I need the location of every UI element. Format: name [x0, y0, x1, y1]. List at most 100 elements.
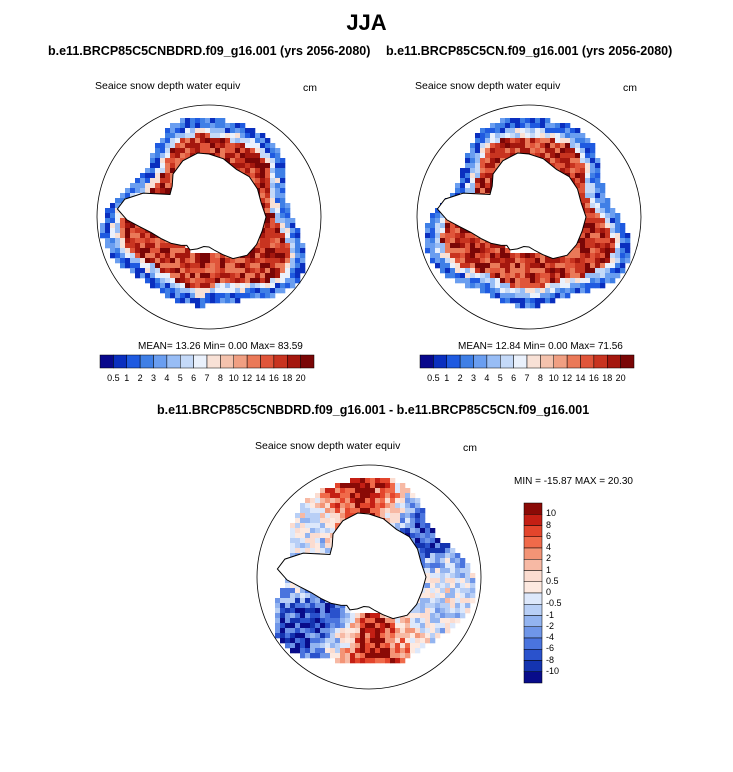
- sea-ice-cell: [280, 188, 286, 194]
- sea-ice-cell: [450, 593, 456, 599]
- sea-ice-cell: [445, 268, 451, 274]
- sea-ice-cell: [215, 293, 221, 299]
- sea-ice-cell: [420, 523, 426, 529]
- sea-ice-cell: [385, 513, 391, 519]
- sea-ice-cell: [240, 168, 246, 174]
- sea-ice-cell: [305, 628, 311, 634]
- sea-ice-cell: [300, 503, 306, 509]
- sea-ice-cell: [280, 278, 286, 284]
- sea-ice-cell: [565, 163, 571, 169]
- sea-ice-cell: [430, 248, 436, 254]
- sea-ice-cell: [195, 283, 201, 289]
- sea-ice-cell: [535, 288, 541, 294]
- sea-ice-cell: [435, 548, 441, 554]
- sea-ice-cell: [440, 223, 446, 229]
- sea-ice-cell: [145, 183, 151, 189]
- sea-ice-cell: [105, 233, 111, 239]
- colorbar-swatch: [553, 354, 568, 369]
- sea-ice-cell: [345, 608, 351, 614]
- sea-ice-cell: [580, 198, 586, 204]
- sea-ice-cell: [375, 628, 381, 634]
- sea-ice-cell: [220, 133, 226, 139]
- sea-ice-cell: [560, 283, 566, 289]
- sea-ice-cell: [350, 643, 356, 649]
- sea-ice-cell: [290, 638, 296, 644]
- sea-ice-cell: [530, 293, 536, 299]
- sea-ice-cell: [175, 253, 181, 259]
- sea-ice-cell: [590, 163, 596, 169]
- sea-ice-cell: [425, 563, 431, 569]
- sea-ice-cell: [265, 168, 271, 174]
- sea-ice-cell: [290, 263, 296, 269]
- sea-ice-cell: [615, 238, 621, 244]
- sea-ice-cell: [360, 503, 366, 509]
- sea-ice-cell: [285, 608, 291, 614]
- sea-ice-cell: [395, 518, 401, 524]
- sea-ice-cell: [620, 253, 626, 259]
- sea-ice-cell: [470, 233, 476, 239]
- sea-ice-cell: [190, 253, 196, 259]
- sea-ice-cell: [360, 613, 366, 619]
- sea-ice-cell: [225, 148, 231, 154]
- sea-ice-cell: [280, 233, 286, 239]
- sea-ice-cell: [260, 168, 266, 174]
- sea-ice-cell: [180, 293, 186, 299]
- sea-ice-cell: [355, 488, 361, 494]
- sea-ice-cell: [370, 653, 376, 659]
- sea-ice-cell: [295, 243, 301, 249]
- sea-ice-cell: [250, 288, 256, 294]
- sea-ice-cell: [450, 618, 456, 624]
- sea-ice-cell: [410, 498, 416, 504]
- sea-ice-cell: [225, 268, 231, 274]
- sea-ice-cell: [325, 493, 331, 499]
- sea-ice-cell: [170, 248, 176, 254]
- sea-ice-cell: [450, 228, 456, 234]
- sea-ice-cell: [330, 623, 336, 629]
- sea-ice-cell: [395, 623, 401, 629]
- sea-ice-cell: [305, 513, 311, 519]
- sea-ice-cell: [430, 633, 436, 639]
- sea-ice-cell: [345, 623, 351, 629]
- sea-ice-cell: [520, 123, 526, 129]
- sea-ice-cell: [480, 253, 486, 259]
- sea-ice-cell: [245, 133, 251, 139]
- sea-ice-cell: [555, 128, 561, 134]
- sea-ice-cell: [390, 513, 396, 519]
- sea-ice-cell: [180, 143, 186, 149]
- sea-ice-cell: [315, 633, 321, 639]
- colorbar-tick-label: 10: [546, 508, 557, 519]
- sea-ice-cell: [220, 138, 226, 144]
- sea-ice-cell: [265, 223, 271, 229]
- sea-ice-cell: [270, 153, 276, 159]
- colorbar-swatch: [566, 354, 581, 369]
- sea-ice-cell: [320, 548, 326, 554]
- sea-ice-cell: [595, 273, 601, 279]
- sea-ice-cell: [375, 653, 381, 659]
- sea-ice-cell: [420, 538, 426, 544]
- diff-title: b.e11.BRCP85C5CNBDRD.f09_g16.001 - b.e11…: [157, 403, 590, 417]
- sea-ice-cell: [450, 548, 456, 554]
- sea-ice-cell: [385, 648, 391, 654]
- sea-ice-cell: [360, 643, 366, 649]
- sea-ice-cell: [215, 148, 221, 154]
- sea-ice-cell: [495, 163, 501, 169]
- sea-ice-cell: [160, 158, 166, 164]
- sea-ice-cell: [255, 278, 261, 284]
- sea-ice-cell: [195, 253, 201, 259]
- sea-ice-cell: [310, 623, 316, 629]
- sea-ice-cell: [500, 263, 506, 269]
- sea-ice-cell: [210, 128, 216, 134]
- sea-ice-cell: [570, 133, 576, 139]
- sea-ice-cell: [135, 263, 141, 269]
- sea-ice-cell: [495, 153, 501, 159]
- sea-ice-cell: [255, 258, 261, 264]
- sea-ice-cell: [485, 248, 491, 254]
- sea-ice-cell: [355, 493, 361, 499]
- sea-ice-cell: [350, 478, 356, 484]
- sea-ice-cell: [125, 258, 131, 264]
- sea-ice-cell: [225, 278, 231, 284]
- sea-ice-cell: [300, 588, 306, 594]
- sea-ice-cell: [460, 568, 466, 574]
- sea-ice-cell: [205, 133, 211, 139]
- sea-ice-cell: [115, 198, 121, 204]
